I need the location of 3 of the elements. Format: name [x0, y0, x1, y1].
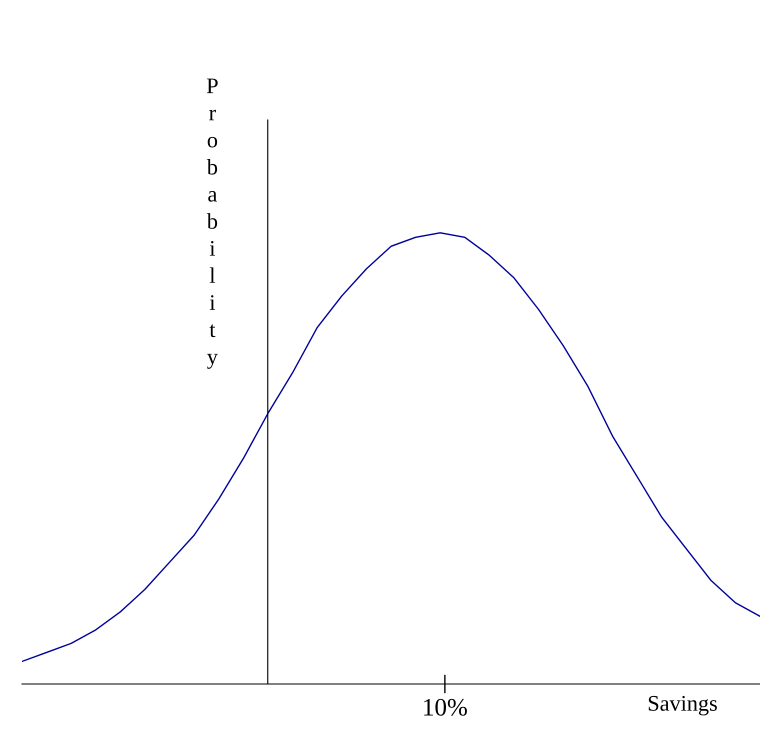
x-axis-title: Savings [648, 696, 717, 716]
text: 10% [424, 698, 467, 716]
text: Probability [206, 78, 218, 369]
